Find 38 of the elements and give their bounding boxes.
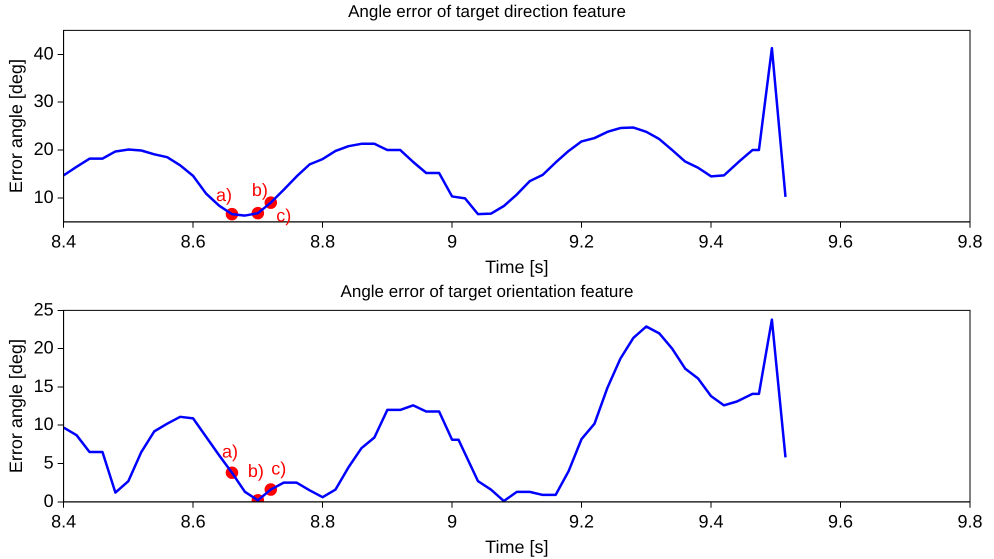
x-tick-label: 9 (447, 512, 458, 532)
y-tick-label: 5 (44, 452, 54, 472)
y-tick-label: 10 (34, 186, 54, 207)
x-axis-title: Time [s] (485, 537, 548, 558)
x-tick-label: 8.4 (51, 512, 76, 532)
x-tick-label: 9.2 (569, 232, 594, 252)
x-tick-label: 9.6 (828, 512, 854, 532)
y-tick-label: 0 (44, 490, 54, 511)
x-axis-title: Time [s] (485, 257, 548, 278)
chart-title: Angle error of target direction feature (348, 2, 626, 21)
y-tick-label: 15 (34, 376, 54, 396)
x-tick-label: 8.6 (180, 512, 206, 532)
annotation: a) (216, 185, 232, 206)
x-tick-label: 9.2 (569, 512, 594, 532)
x-tick-label: 8.8 (310, 512, 336, 532)
y-axis-title: Error angle [deg] (6, 339, 26, 474)
annotation: b) (252, 180, 268, 200)
y-tick-label: 20 (34, 138, 54, 159)
y-tick-label: 20 (34, 338, 54, 358)
x-tick-label: 9.6 (828, 232, 854, 252)
y-tick-label: 40 (34, 43, 54, 64)
annotation: a) (222, 442, 238, 462)
x-tick-label: 9.8 (957, 232, 983, 252)
y-tick-label: 30 (34, 91, 54, 112)
annotation: c) (271, 458, 286, 479)
x-tick-label: 8.6 (180, 232, 206, 252)
x-tick-label: 9.4 (698, 512, 724, 532)
x-tick-label: 8.4 (51, 232, 76, 252)
x-tick-label: 9.4 (698, 232, 724, 252)
x-tick-label: 9 (447, 232, 458, 252)
annotation: b) (248, 461, 264, 482)
x-tick-label: 8.8 (310, 232, 336, 252)
y-axis-title: Error angle [deg] (6, 59, 26, 194)
y-tick-label: 10 (34, 414, 54, 434)
y-tick-label: 25 (34, 299, 54, 320)
annotation: c) (276, 206, 292, 226)
chart-title: Angle error of target orientation feature (340, 282, 634, 301)
x-tick-label: 9.8 (957, 512, 983, 532)
